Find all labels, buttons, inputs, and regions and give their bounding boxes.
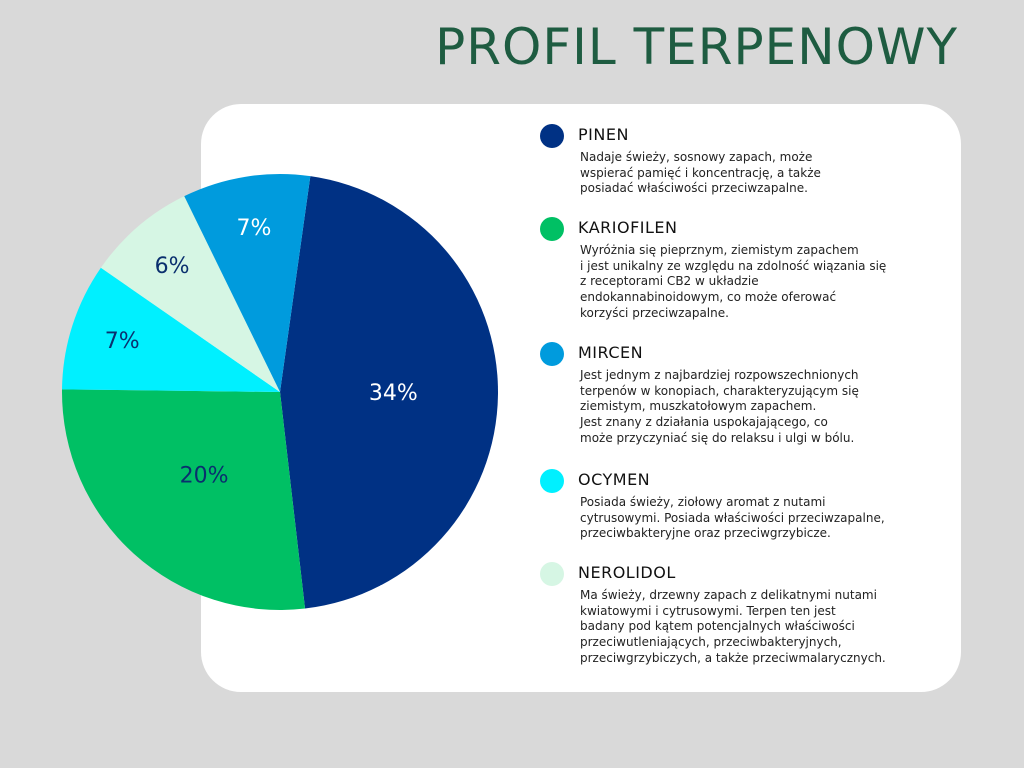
page-title: PROFIL TERPENOWY (435, 18, 958, 76)
pie-slice-pinen (280, 176, 498, 609)
legend-dot-icon (540, 342, 564, 366)
pie-label-pinen: 34% (369, 381, 418, 406)
legend-description: Nadaje świeży, sosnowy zapach, może wspi… (580, 150, 821, 196)
pie-slice-nerolidol (100, 196, 280, 392)
legend: PINEN Nadaje świeży, sosnowy zapach, moż… (540, 124, 940, 684)
legend-item-kariofilen: KARIOFILEN Wyróżnia się pieprznym, ziemi… (540, 217, 940, 322)
legend-name: PINEN (578, 125, 629, 144)
legend-item-nerolidol: NEROLIDOL Ma świeży, drzewny zapach z de… (540, 562, 940, 667)
pie-slice-ocymen (62, 267, 281, 392)
pie-label-kariofilen: 20% (180, 464, 229, 489)
legend-name: NEROLIDOL (578, 563, 676, 582)
legend-name: MIRCEN (578, 343, 644, 362)
legend-name: KARIOFILEN (578, 218, 678, 237)
pie-slice-mircen (184, 174, 311, 392)
legend-dot-icon (540, 124, 564, 148)
legend-dot-icon (540, 562, 564, 586)
legend-name: OCYMEN (578, 470, 651, 489)
legend-dot-icon (540, 217, 564, 241)
legend-description: Ma świeży, drzewny zapach z delikatnymi … (580, 588, 886, 665)
pie-label-nerolidol: 6% (155, 254, 190, 279)
legend-item-ocymen: OCYMEN Posiada świeży, ziołowy aromat z … (540, 469, 940, 542)
legend-description: Wyróżnia się pieprznym, ziemistym zapach… (580, 243, 887, 320)
pie-label-mircen: 7% (237, 216, 272, 241)
pie-slice-kariofilen (62, 389, 306, 610)
legend-description: Posiada świeży, ziołowy aromat z nutami … (580, 495, 885, 541)
legend-item-pinen: PINEN Nadaje świeży, sosnowy zapach, moż… (540, 124, 940, 197)
pie-label-ocymen: 7% (105, 329, 140, 354)
legend-item-mircen: MIRCEN Jest jednym z najbardziej rozpows… (540, 342, 940, 447)
legend-description: Jest jednym z najbardziej rozpowszechnio… (580, 368, 859, 445)
legend-dot-icon (540, 469, 564, 493)
